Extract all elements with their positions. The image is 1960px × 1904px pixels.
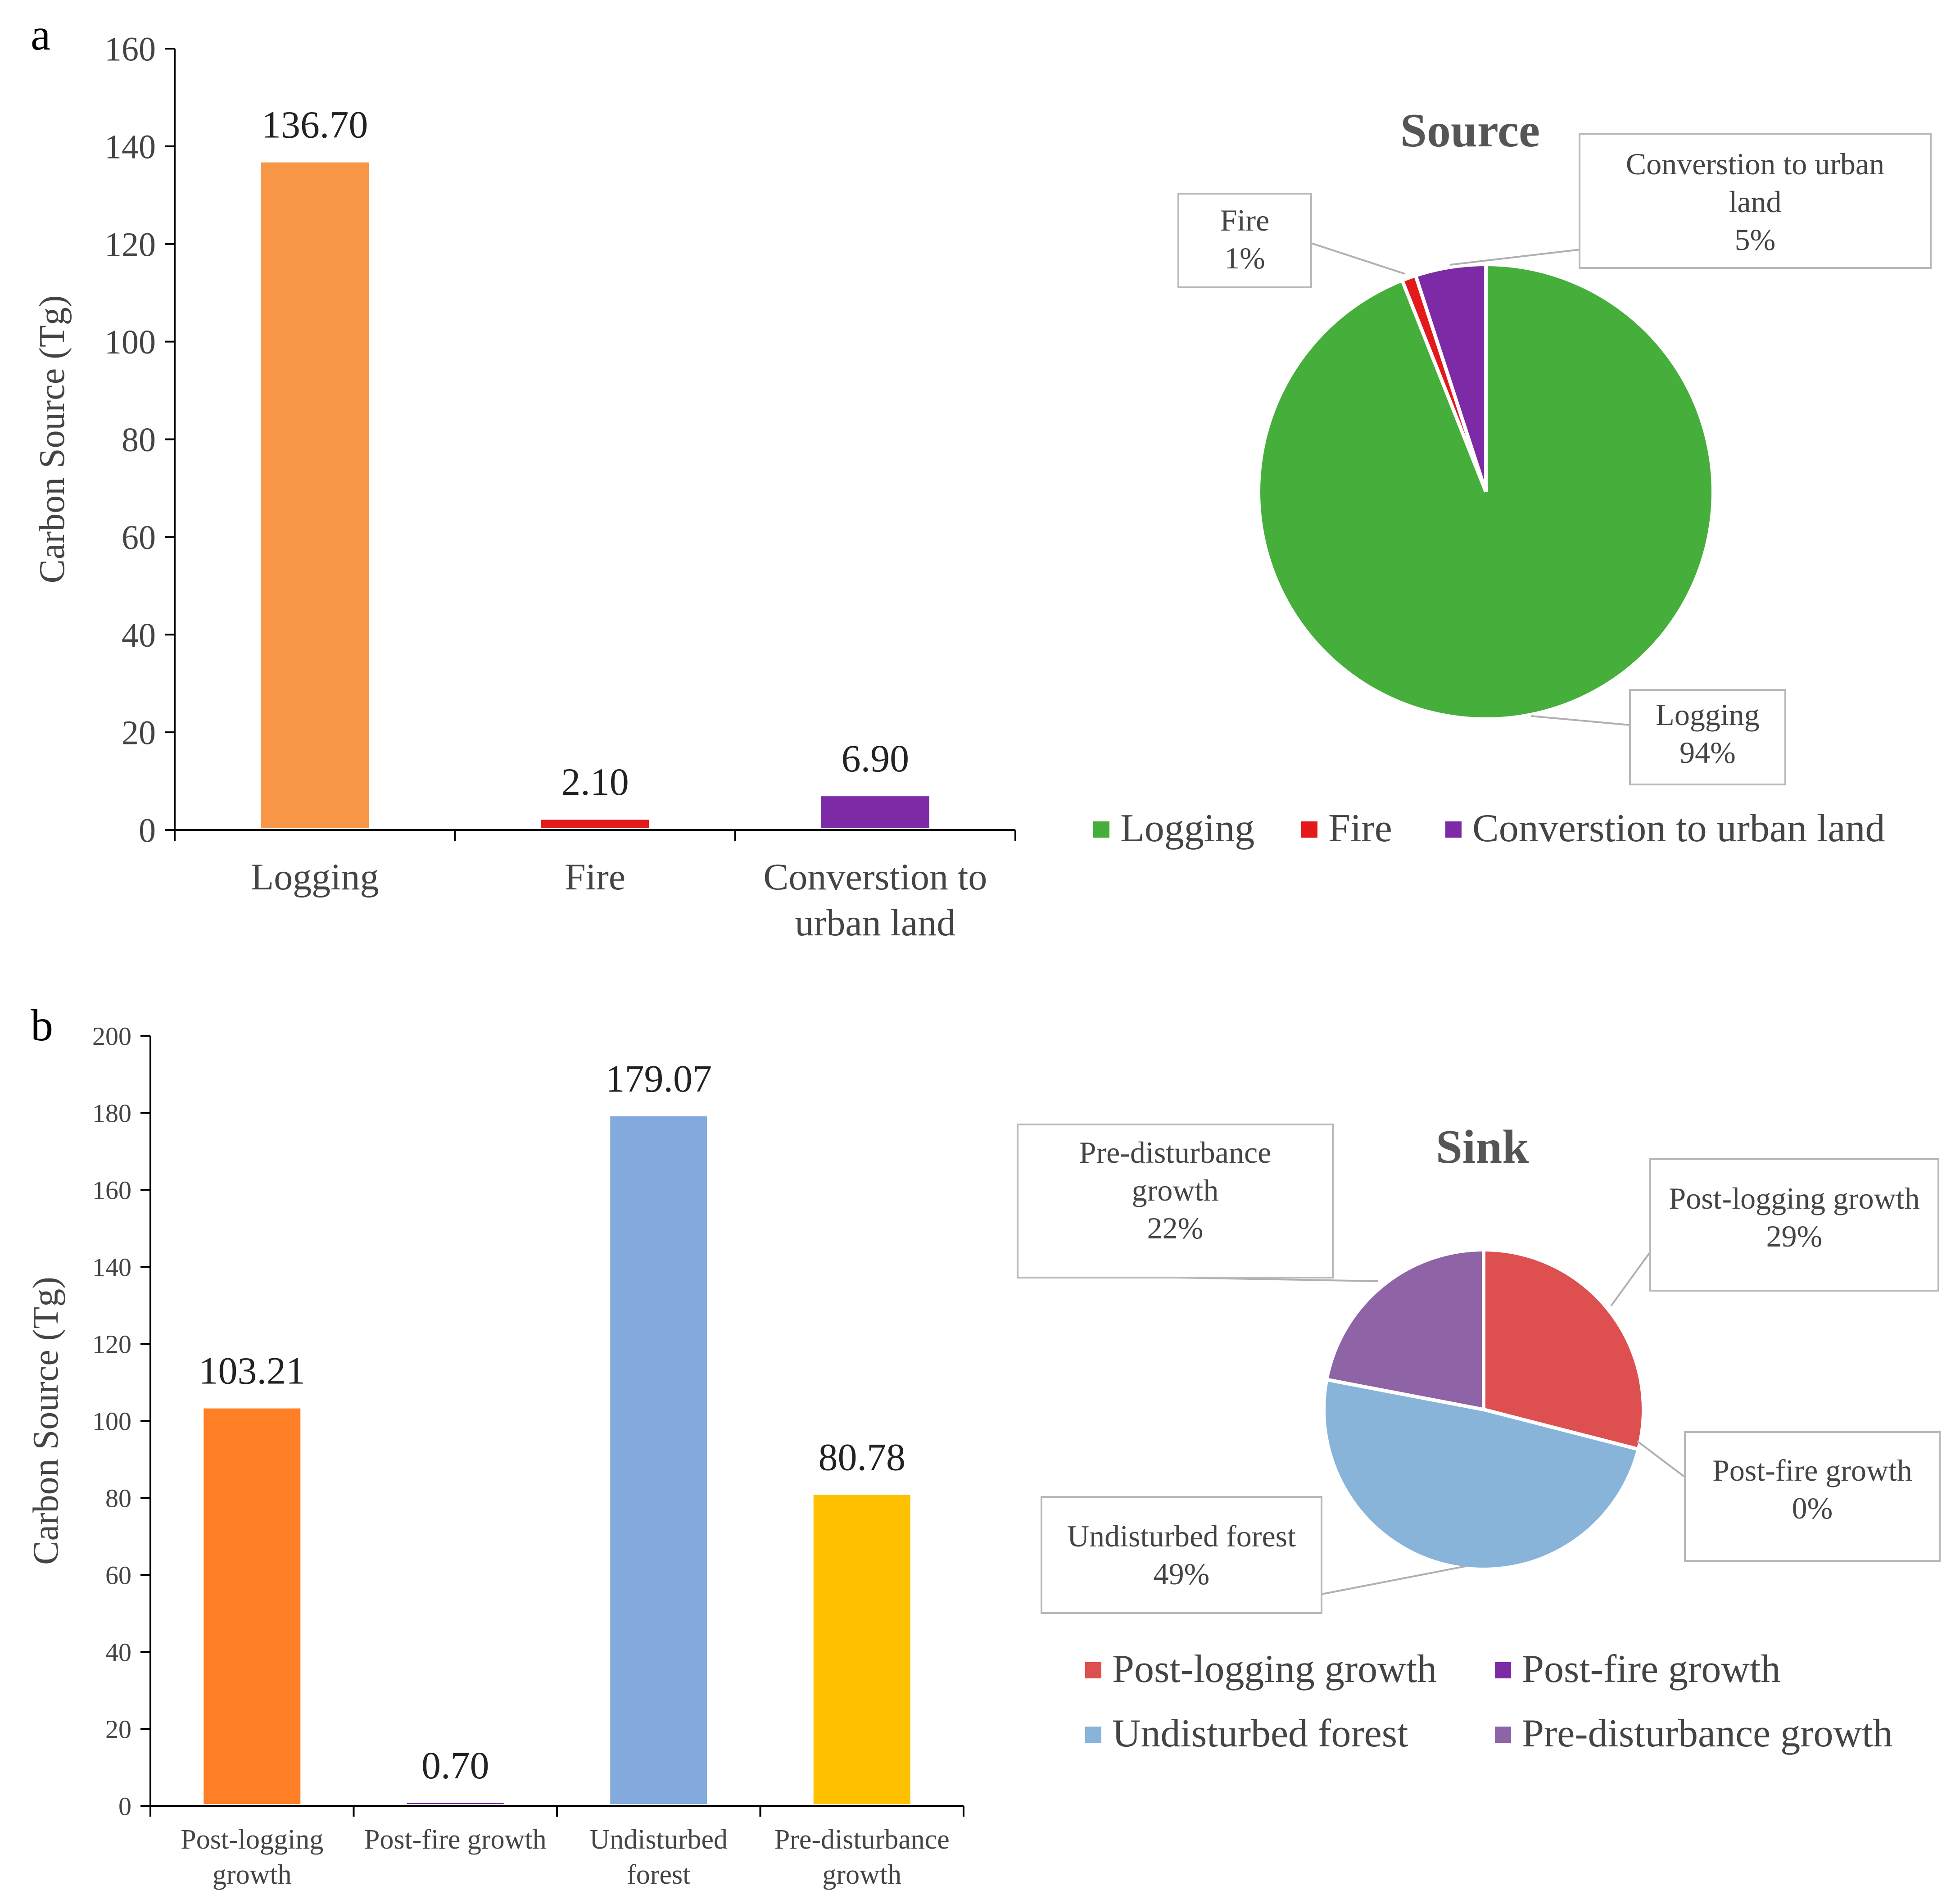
- y-tick-label: 20: [122, 714, 156, 752]
- legend-item-fire: Fire: [1328, 807, 1392, 850]
- slice-undisturbed-forest: [1322, 1377, 1641, 1571]
- data-label: Post-logging growth 29%: [1669, 1181, 1919, 1253]
- data-label: Post-fire growth 0%: [1712, 1453, 1912, 1525]
- y-tick-label: 0: [139, 812, 156, 850]
- legend-swatch-undisturbed-forest: [1085, 1727, 1101, 1743]
- bar-post-logging-growth: [204, 1408, 301, 1804]
- bar-undisturbed-forest: [610, 1116, 707, 1804]
- y-tick-label: 180: [92, 1098, 131, 1128]
- panel-label-a: a: [31, 9, 50, 59]
- legend-swatch-post-fire-growth: [1495, 1662, 1511, 1678]
- x-tick-label: Converstion to urban land: [763, 856, 987, 944]
- y-axis-title: Carbon Source (Tg): [26, 1277, 66, 1565]
- callout-box: [1629, 689, 1786, 785]
- y-tick-label: 40: [122, 617, 156, 654]
- data-label: Pre-disturbance growth 22%: [1079, 1135, 1272, 1245]
- chart-b-bar: 0 20 40 60 80 100 120 140 160 180 200 Carbon Source…: [26, 1021, 964, 1890]
- callout-box: [1017, 1124, 1334, 1278]
- panel-label-b: b: [31, 1000, 53, 1050]
- callout-leader: [1636, 1440, 1686, 1478]
- data-label: 80.78: [819, 1435, 906, 1478]
- legend-swatch-converstion-to-urban-land: [1445, 821, 1462, 838]
- y-tick-label: 60: [122, 519, 156, 557]
- y-axis-title: Carbon Source (Tg): [32, 295, 72, 584]
- callout-box: [1649, 1158, 1939, 1292]
- y-tick-label: 200: [92, 1021, 131, 1051]
- y-tick-label: 140: [104, 128, 156, 166]
- data-label: 0.70: [421, 1744, 489, 1787]
- chart-a-pie: Source Logging 94% Fire 1% Converstion to urb…: [1093, 104, 1932, 850]
- callout-box: [1177, 193, 1312, 288]
- legend-item-post-fire-growth: Post-fire growth: [1522, 1647, 1780, 1691]
- legend-item-post-logging-growth: Post-logging growth: [1112, 1647, 1437, 1691]
- data-label: 2.10: [561, 760, 629, 803]
- y-tick-label: 100: [92, 1406, 131, 1436]
- legend-swatch-logging: [1093, 821, 1109, 838]
- callout-leader: [1321, 1565, 1466, 1595]
- bar-logging: [261, 162, 369, 828]
- chart-title: Sink: [1436, 1120, 1529, 1173]
- slice-pre-disturbance-growth: [1324, 1247, 1485, 1412]
- y-tick-label: 40: [105, 1637, 131, 1667]
- bar-converstion-to-urban-land: [821, 796, 929, 828]
- x-tick-label: Pre-disturbance growth: [774, 1824, 950, 1890]
- x-tick-label: Post-fire growth: [364, 1824, 547, 1855]
- callout-leader: [1610, 1251, 1651, 1307]
- y-tick-label: 80: [105, 1483, 131, 1513]
- y-tick-label: 80: [122, 421, 156, 459]
- x-tick-label: Undisturbed forest: [589, 1824, 728, 1890]
- data-label: Undisturbed forest 49%: [1067, 1519, 1296, 1591]
- data-label: 179.07: [606, 1057, 712, 1100]
- callout-box: [1579, 133, 1932, 269]
- y-tick-label: 60: [105, 1560, 131, 1590]
- y-tick-label: 100: [104, 323, 156, 361]
- bar-fire: [541, 820, 649, 828]
- y-tick-label: 160: [104, 31, 156, 68]
- legend-item-converstion-to-urban-land: Converstion to urban land: [1472, 807, 1885, 850]
- x-tick-label: Fire: [565, 856, 625, 898]
- y-tick-label: 160: [92, 1175, 131, 1205]
- chart-a-bar: 0 20 40 60 80 100 120 140 160 Carbon Source (Tg) 1…: [32, 31, 1016, 944]
- callout-box: [1041, 1496, 1322, 1614]
- data-label: 103.21: [199, 1349, 306, 1392]
- x-tick-label: Logging: [251, 856, 379, 898]
- legend-swatch-fire: [1301, 821, 1317, 838]
- y-tick-label: 0: [118, 1791, 131, 1821]
- callout-leader: [1530, 715, 1630, 726]
- data-label: Fire 1%: [1220, 203, 1270, 275]
- slice-post-logging-growth: [1482, 1247, 1645, 1452]
- x-tick-label: Post-logging growth: [181, 1824, 323, 1890]
- legend-item-undisturbed-forest: Undisturbed forest: [1112, 1712, 1408, 1755]
- callout-box: [1684, 1431, 1941, 1562]
- slice-converstion-to-urban-land: [1413, 262, 1488, 493]
- legend-swatch-pre-disturbance-growth: [1495, 1727, 1511, 1743]
- y-tick-label: 120: [104, 226, 156, 263]
- y-tick-label: 20: [105, 1714, 131, 1744]
- data-label: Converstion to urban land 5%: [1626, 147, 1884, 257]
- bar-post-fire-growth: [407, 1803, 504, 1804]
- callout-leader: [1311, 242, 1405, 275]
- y-tick-label: 140: [92, 1252, 131, 1282]
- data-label: 136.70: [262, 103, 368, 146]
- data-label: 6.90: [842, 737, 910, 780]
- legend-item-logging: Logging: [1120, 807, 1254, 850]
- y-tick-label: 120: [92, 1329, 131, 1359]
- chart-b-pie: Sink Post-logging growth 29% Post-fire grow…: [1017, 1120, 1941, 1755]
- legend-swatch-post-logging-growth: [1085, 1662, 1101, 1678]
- data-label: Logging 94%: [1656, 698, 1759, 770]
- bar-pre-disturbance-growth: [813, 1495, 910, 1804]
- chart-title: Source: [1400, 104, 1540, 157]
- legend-item-pre-disturbance-growth: Pre-disturbance growth: [1522, 1712, 1893, 1755]
